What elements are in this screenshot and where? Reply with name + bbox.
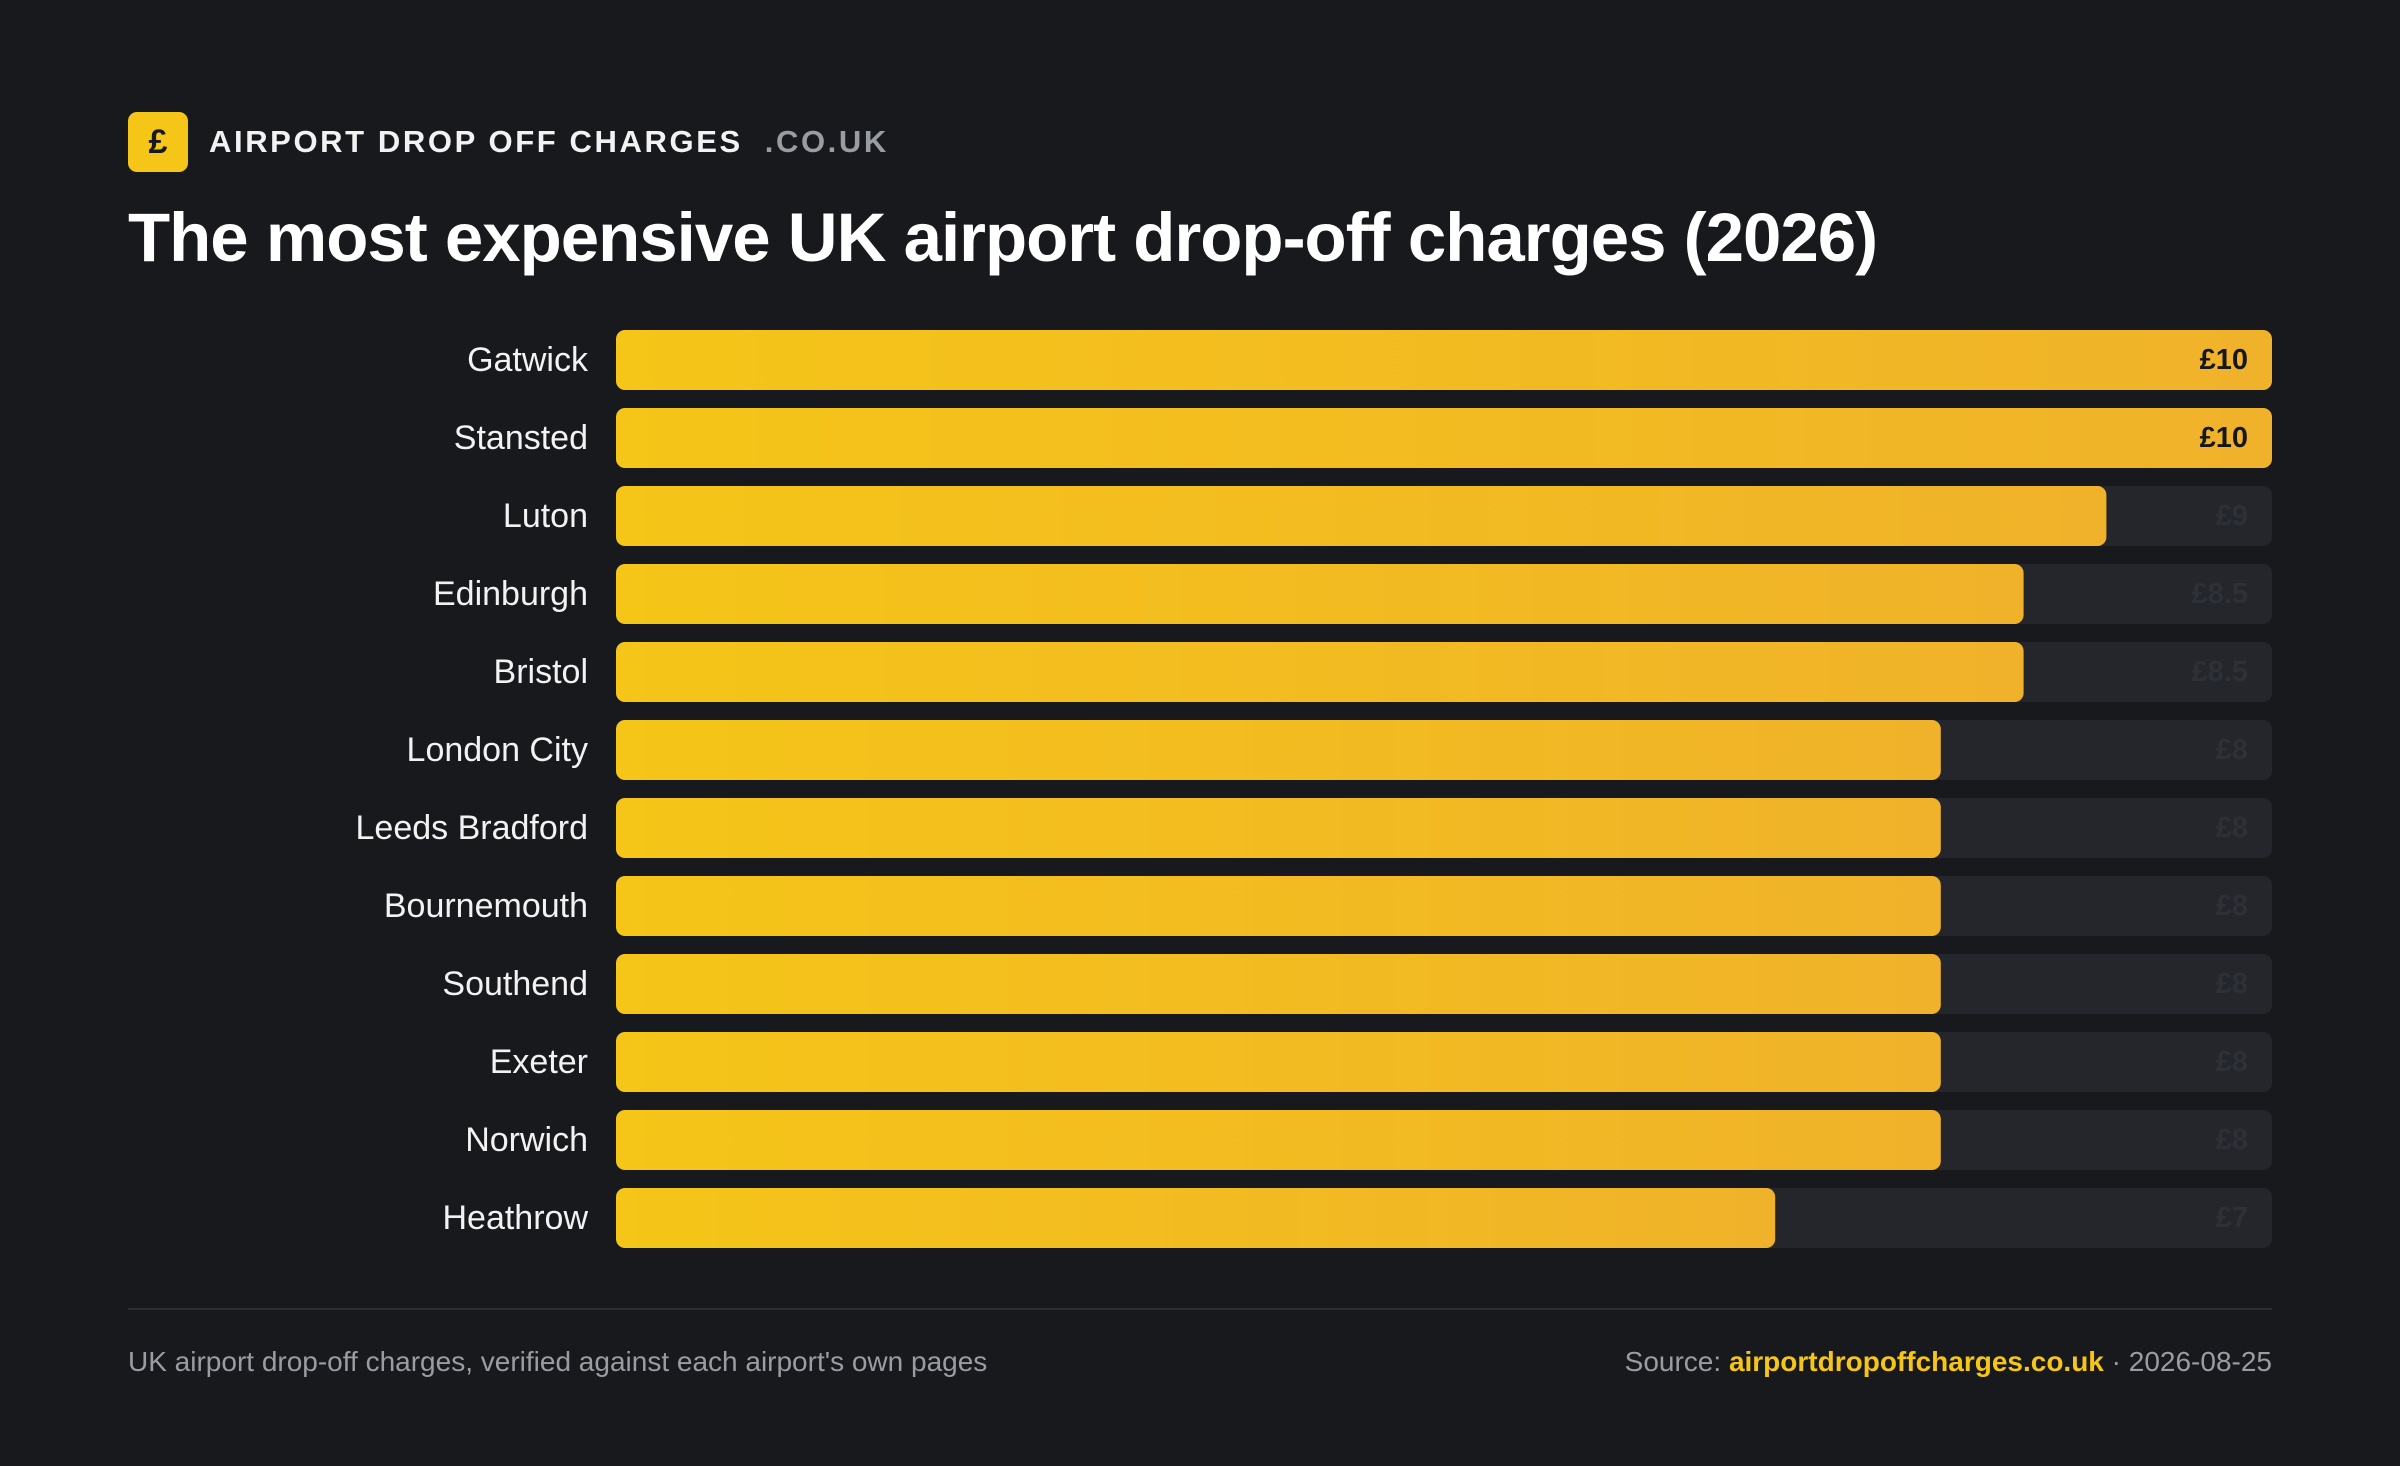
value-label-london-city: £8 — [2216, 734, 2248, 766]
category-label-edinburgh: Edinburgh — [433, 575, 588, 613]
brand-domain-suffix: .CO.UK — [764, 124, 889, 159]
footer-source: Source: airportdropoffcharges.co.uk · 20… — [1625, 1346, 2272, 1378]
bar-bournemouth — [616, 876, 1941, 936]
category-label-exeter: Exeter — [490, 1043, 588, 1081]
pound-sign-icon: £ — [128, 112, 188, 172]
source-prefix: Source: — [1624, 1346, 1729, 1377]
value-label-exeter: £8 — [2216, 1046, 2248, 1078]
bar-norwich — [616, 1110, 1941, 1170]
value-label-leeds-bradford: £8 — [2216, 812, 2248, 844]
bar-luton — [616, 486, 2107, 546]
bar-edinburgh — [616, 564, 2024, 624]
category-label-gatwick: Gatwick — [467, 341, 589, 379]
value-label-gatwick: £10 — [2200, 344, 2248, 376]
chart-title: The most expensive UK airport drop-off c… — [128, 199, 1878, 276]
bar-heathrow — [616, 1188, 1776, 1248]
category-label-southend: Southend — [442, 965, 588, 1003]
value-label-heathrow: £7 — [2216, 1202, 2248, 1234]
category-label-norwich: Norwich — [465, 1121, 588, 1159]
category-label-luton: Luton — [503, 497, 588, 535]
brand-name: AIRPORT DROP OFF CHARGES — [209, 124, 743, 159]
bar-stansted — [616, 408, 2272, 468]
source-date: 2026-08-25 — [2128, 1346, 2272, 1377]
value-label-stansted: £10 — [2200, 422, 2248, 454]
value-label-bournemouth: £8 — [2216, 890, 2248, 922]
category-label-london-city: London City — [407, 731, 588, 769]
bar-southend — [616, 954, 1941, 1014]
footer-note: UK airport drop-off charges, verified ag… — [128, 1346, 988, 1377]
bar-gatwick — [616, 330, 2272, 390]
category-label-leeds-bradford: Leeds Bradford — [356, 809, 589, 847]
bar-london-city — [616, 720, 1941, 780]
category-label-heathrow: Heathrow — [442, 1199, 588, 1237]
bar-leeds-bradford — [616, 798, 1941, 858]
category-label-stansted: Stansted — [454, 419, 588, 457]
footer-divider — [128, 1308, 2272, 1310]
bar-bristol — [616, 642, 2024, 702]
source-separator: · — [2103, 1346, 2129, 1377]
value-label-norwich: £8 — [2216, 1124, 2248, 1156]
value-label-bristol: £8.5 — [2192, 656, 2248, 688]
bar-chart: Gatwick £10 Stansted £10 Luton £9 Edinburgh £8.… — [356, 330, 2272, 1248]
value-label-luton: £9 — [2216, 500, 2248, 532]
source-link[interactable]: airportdropoffcharges.co.uk — [1728, 1346, 2104, 1377]
bar-exeter — [616, 1032, 1941, 1092]
category-label-bournemouth: Bournemouth — [384, 887, 588, 925]
value-label-edinburgh: £8.5 — [2192, 578, 2248, 610]
category-label-bristol: Bristol — [494, 653, 588, 691]
value-label-southend: £8 — [2216, 968, 2248, 1000]
brand-header: £ AIRPORT DROP OFF CHARGES .CO.UK — [128, 112, 889, 172]
